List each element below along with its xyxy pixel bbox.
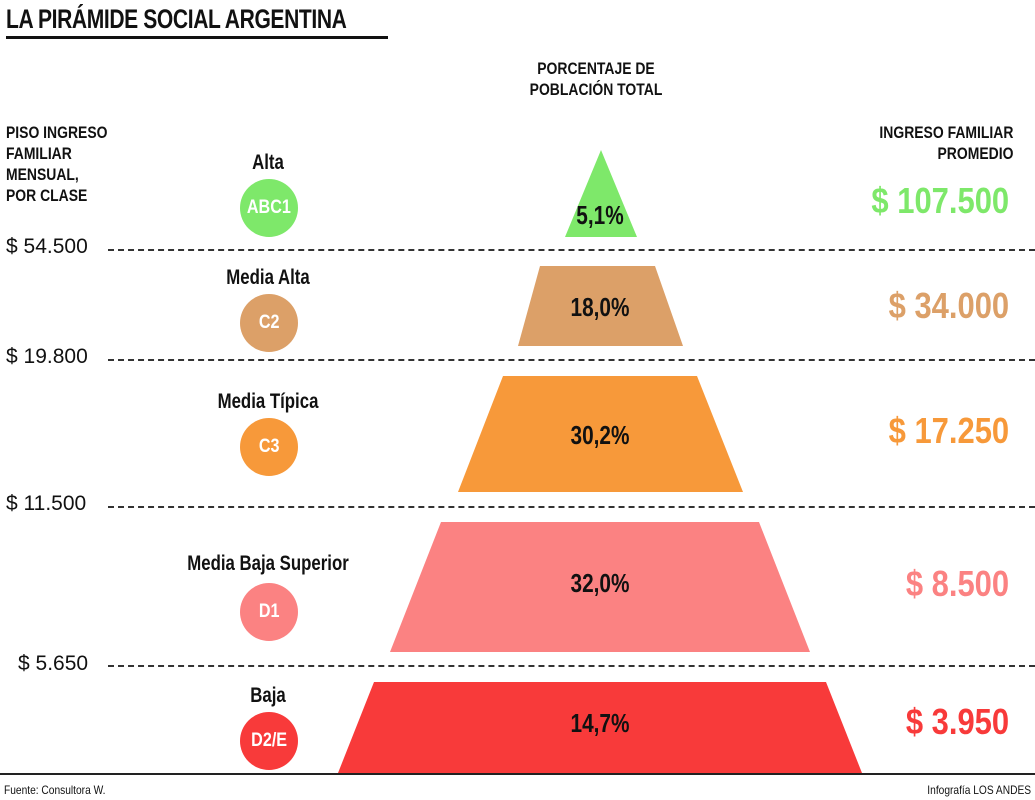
average-income: $ 17.250 bbox=[888, 410, 1009, 451]
population-percent: 18,0% bbox=[570, 292, 630, 322]
class-code: ABC1 bbox=[247, 197, 291, 218]
credit-note: Infografía LOS ANDES bbox=[927, 783, 1031, 797]
header-average-income: INGRESO FAMILIAR PROMEDIO bbox=[879, 122, 1013, 164]
threshold-divider bbox=[108, 359, 1035, 361]
class-code-badge: D1 bbox=[240, 583, 298, 641]
average-income: $ 34.000 bbox=[888, 285, 1009, 326]
header-population-percent: PORCENTAJE DE POBLACIÓN TOTAL bbox=[514, 58, 678, 100]
threshold-divider bbox=[108, 665, 1035, 667]
class-code-badge: C3 bbox=[240, 418, 298, 476]
pyramid-segment-media-tipica bbox=[458, 376, 743, 492]
threshold-divider bbox=[108, 249, 1035, 251]
title-underline bbox=[6, 36, 388, 39]
threshold-label: $ 54.500 bbox=[6, 235, 88, 258]
class-name: Media Alta bbox=[226, 266, 310, 289]
class-name: Alta bbox=[252, 151, 284, 174]
pyramid-segment-media-alta bbox=[518, 266, 683, 346]
threshold-divider bbox=[108, 506, 1035, 508]
class-code-badge: C2 bbox=[240, 294, 298, 352]
average-income: $ 3.950 bbox=[905, 701, 1009, 742]
class-name: Baja bbox=[250, 684, 286, 707]
class-code: C3 bbox=[258, 436, 280, 457]
population-percent: 14,7% bbox=[570, 708, 630, 738]
header-line: POBLACIÓN TOTAL bbox=[529, 80, 663, 99]
threshold-label: $ 19.800 bbox=[6, 345, 88, 368]
source-note: Fuente: Consultora W. bbox=[4, 783, 106, 797]
class-code-badge: ABC1 bbox=[240, 179, 298, 237]
header-line: FAMILIAR bbox=[6, 144, 72, 163]
class-name: Media Típica bbox=[217, 390, 319, 413]
threshold-label: $ 11.500 bbox=[6, 492, 87, 515]
header-line: POR CLASE bbox=[6, 186, 88, 205]
average-income: $ 8.500 bbox=[905, 563, 1009, 604]
class-code-badge: D2/E bbox=[240, 712, 298, 770]
pyramid-segment-baja bbox=[338, 682, 862, 773]
page-title: LA PIRÁMIDE SOCIAL ARGENTINA bbox=[6, 4, 347, 34]
header-line: PROMEDIO bbox=[937, 144, 1013, 163]
class-code: D2/E bbox=[251, 730, 287, 751]
class-code: D1 bbox=[258, 601, 280, 622]
header-line: PISO INGRESO bbox=[6, 123, 108, 142]
average-income: $ 107.500 bbox=[871, 180, 1009, 221]
header-floor-income: PISO INGRESO FAMILIAR MENSUAL, POR CLASE bbox=[6, 122, 107, 206]
class-name: Media Baja Superior bbox=[187, 552, 349, 575]
pyramid-segment-media-baja-superior bbox=[390, 522, 810, 652]
population-percent: 30,2% bbox=[570, 420, 630, 450]
pyramid-segment-alta bbox=[565, 150, 637, 237]
population-percent: 32,0% bbox=[570, 568, 630, 598]
header-line: PORCENTAJE DE bbox=[537, 59, 655, 78]
population-percent: 5,1% bbox=[576, 200, 624, 230]
bottom-rule bbox=[0, 773, 1035, 775]
threshold-label: $ 5.650 bbox=[18, 652, 89, 675]
header-line: INGRESO FAMILIAR bbox=[879, 123, 1013, 142]
header-line: MENSUAL, bbox=[6, 165, 79, 184]
class-code: C2 bbox=[258, 312, 280, 333]
